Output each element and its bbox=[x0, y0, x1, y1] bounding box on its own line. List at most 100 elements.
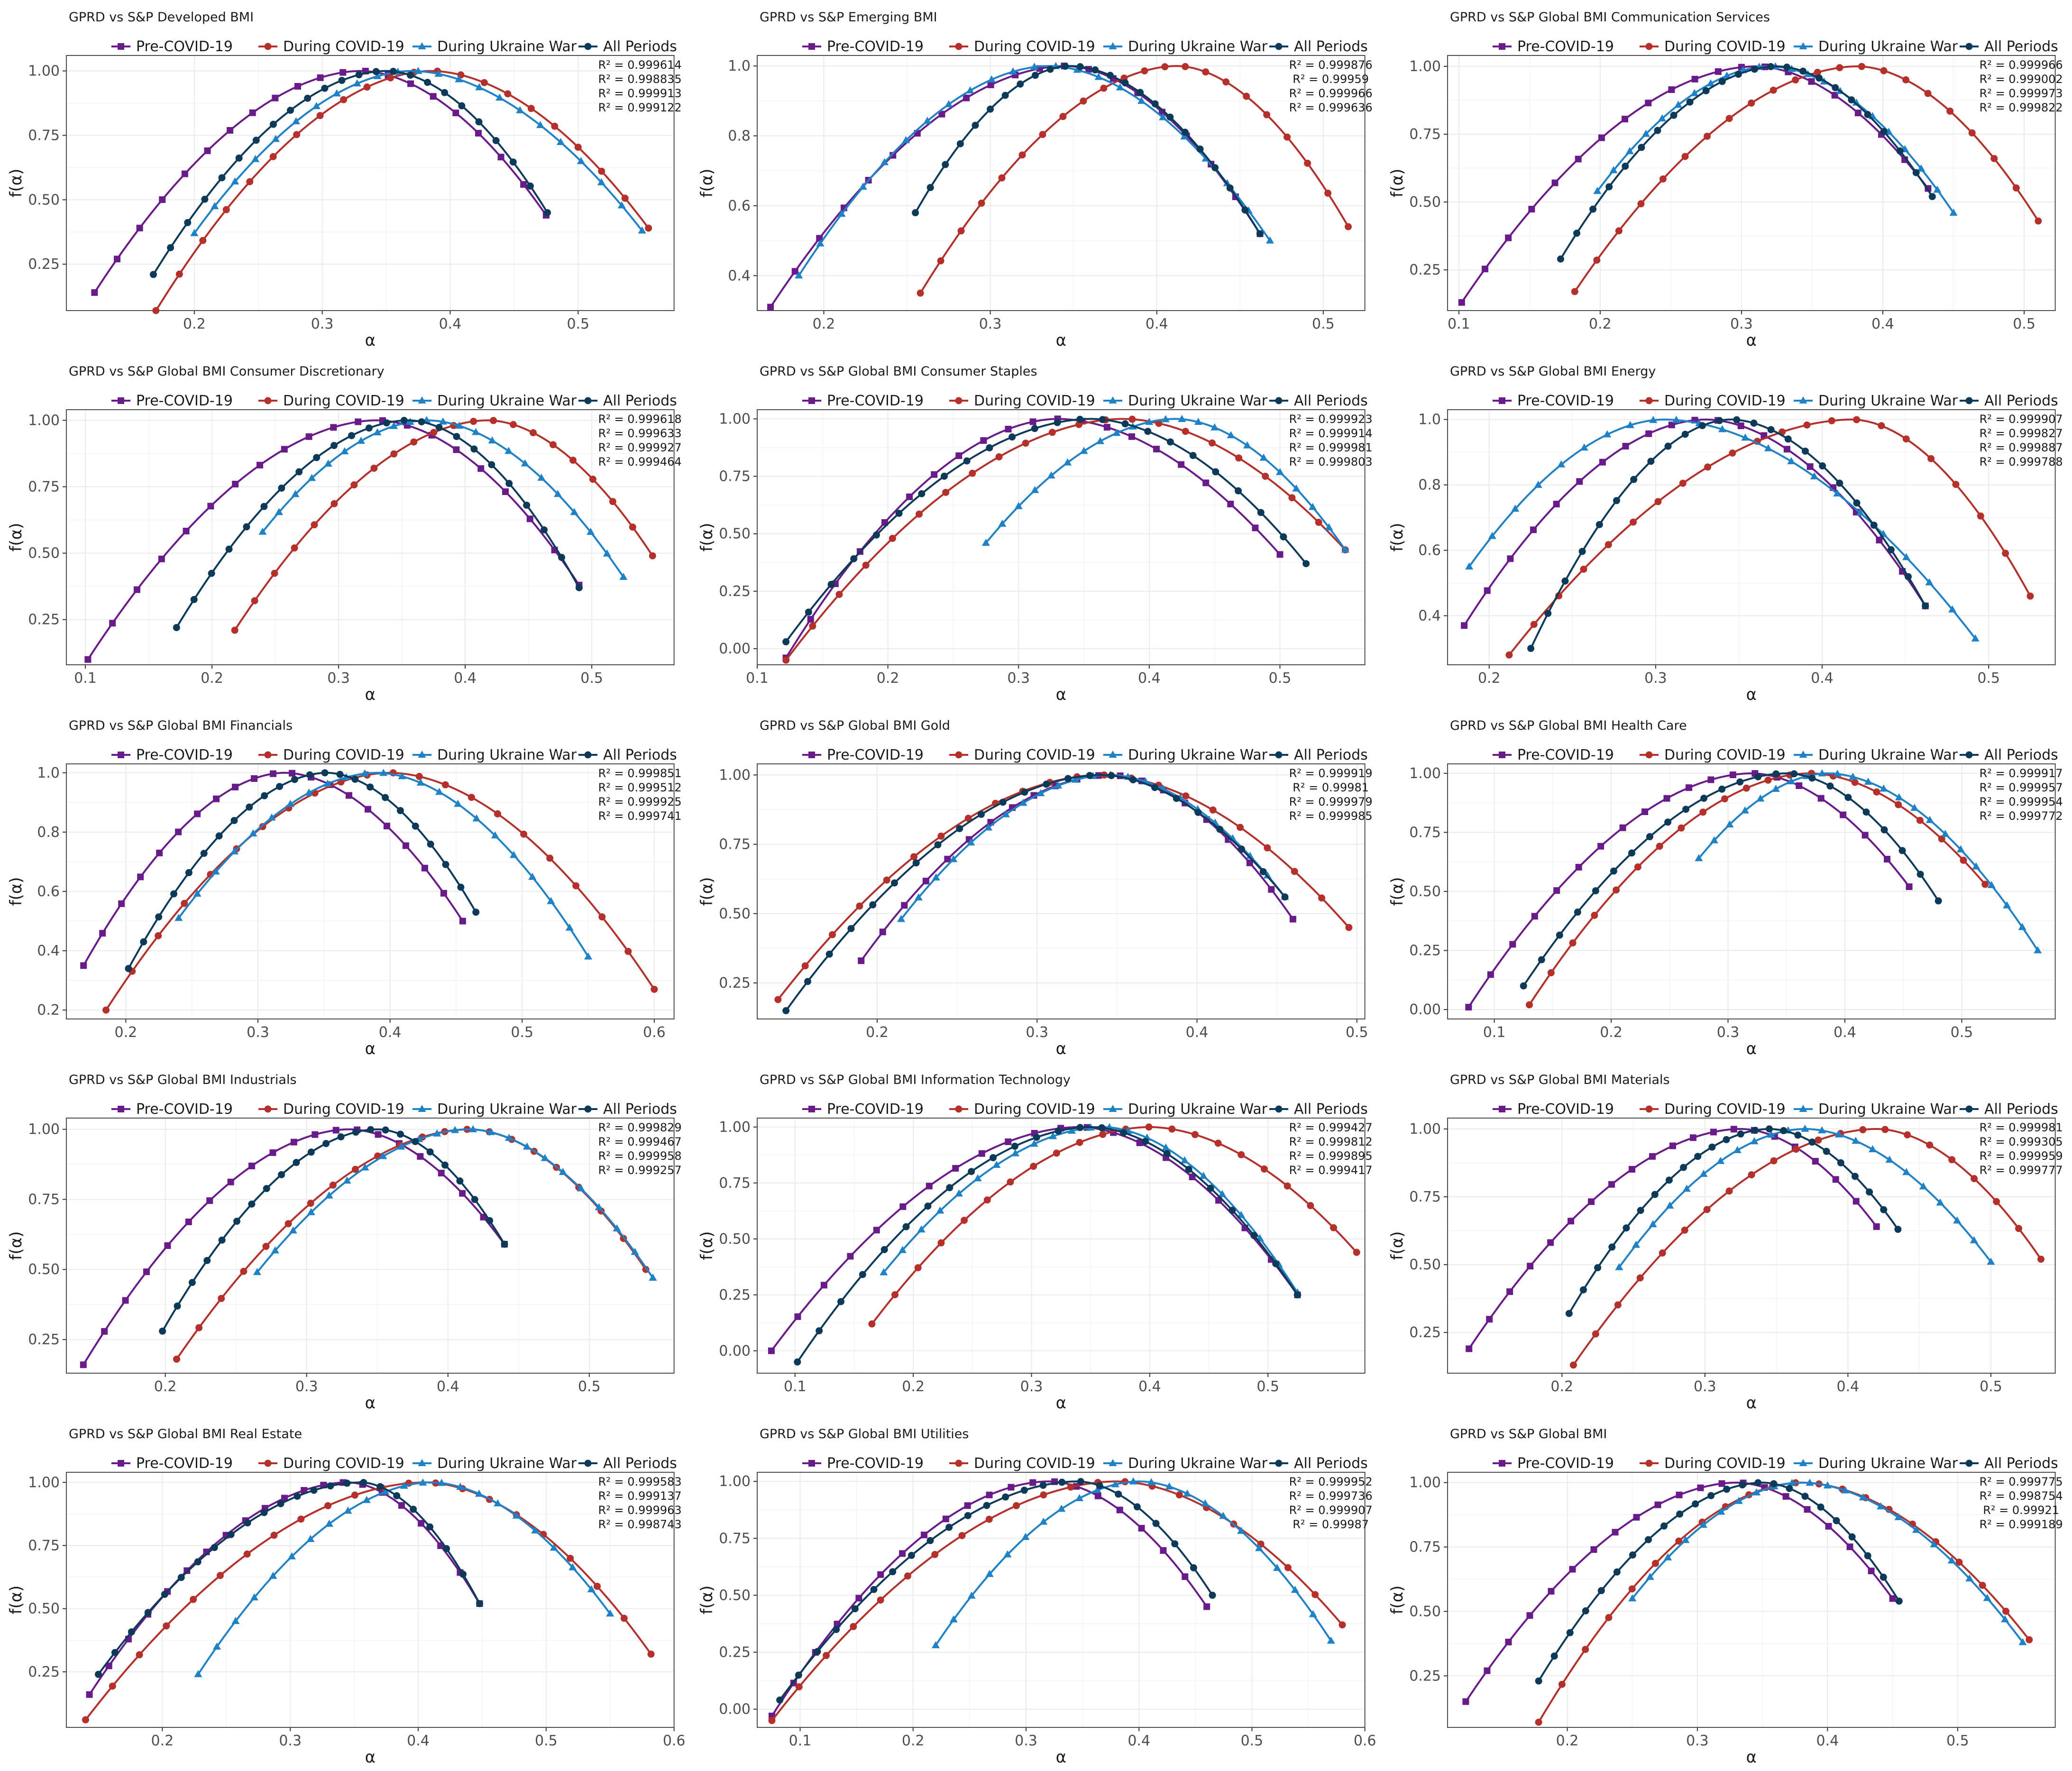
series-all-periods-point bbox=[351, 775, 359, 783]
series-all-periods-point bbox=[847, 925, 855, 932]
series-during-ukraine-war-point bbox=[1073, 65, 1082, 73]
series-all-periods bbox=[94, 1479, 484, 1678]
series-all-periods-point bbox=[291, 776, 298, 783]
r2-value: R² = 0.999741 bbox=[598, 809, 682, 823]
chart-gprd-vs-s-p-global-bmi-utilities: GPRD vs S&P Global BMI UtilitiesPre-COVI… bbox=[697, 1427, 1376, 1767]
series-during-covid-19-point bbox=[1659, 1249, 1667, 1257]
series-during-ukraine-war-point bbox=[2018, 1638, 2027, 1645]
series-pre-covid-19-point bbox=[289, 770, 296, 777]
series-pre-covid-19-point bbox=[294, 83, 301, 90]
series-all-periods-point bbox=[956, 140, 964, 147]
series-pre-covid-19-point bbox=[1840, 811, 1847, 818]
legend-during-covid-19-point bbox=[955, 1105, 963, 1113]
series-during-ukraine-war-point bbox=[1895, 793, 1904, 800]
legend-item-during-ukraine-war: During Ukraine War bbox=[1794, 393, 1958, 409]
tick-label-x: 0.4 bbox=[1811, 670, 1834, 687]
series-during-covid-19-point bbox=[1201, 68, 1209, 76]
series-all-periods-point bbox=[1864, 111, 1871, 119]
series-during-covid-19-point bbox=[387, 74, 394, 82]
legend-all-periods-point bbox=[1275, 1459, 1283, 1467]
series-pre-covid-19-point bbox=[1530, 526, 1537, 533]
series-all-periods-point bbox=[1897, 147, 1904, 155]
series-during-covid-19-point bbox=[1168, 1125, 1175, 1133]
series-all-periods-point bbox=[1664, 818, 1672, 826]
series-all-periods-point bbox=[1061, 63, 1069, 70]
series-all-periods-point bbox=[304, 94, 312, 102]
series-all-periods-point bbox=[1144, 428, 1151, 435]
series-during-covid-19-point bbox=[1637, 1274, 1644, 1282]
series-during-covid-19-point bbox=[136, 1651, 143, 1659]
legend-label: Pre-COVID-19 bbox=[827, 1101, 924, 1118]
series-all-periods-point bbox=[815, 1327, 823, 1335]
tick-label-y: 0.8 bbox=[728, 128, 751, 145]
legend: Pre-COVID-19 During COVID-19 During Ukrain… bbox=[111, 1101, 677, 1118]
series-all-periods-point bbox=[955, 825, 963, 832]
series-all-periods-point bbox=[1708, 1143, 1716, 1151]
series-pre-covid-19-point bbox=[270, 770, 277, 777]
series-all-periods-point bbox=[544, 209, 551, 216]
series-pre-covid-19-point bbox=[926, 1183, 933, 1190]
chart-gprd-vs-s-p-global-bmi-health-care: GPRD vs S&P Global BMI Health CarePre-CO… bbox=[1388, 718, 2063, 1058]
series-pre-covid-19 bbox=[1462, 1479, 1896, 1705]
chart-title: GPRD vs S&P Global BMI Materials bbox=[1450, 1073, 1670, 1087]
series-all-periods-point bbox=[263, 1185, 270, 1193]
series-during-covid-19-point bbox=[1895, 801, 1902, 808]
series-during-ukraine-war-point bbox=[565, 923, 574, 931]
series-all-periods-point bbox=[389, 68, 397, 75]
legend-all-periods-point bbox=[1965, 1105, 1973, 1113]
series-all-periods-point bbox=[244, 1519, 251, 1527]
series-during-ukraine-war-point bbox=[1710, 836, 1719, 844]
series-pre-covid-19-point bbox=[791, 268, 798, 275]
tick-label-x: 0.5 bbox=[1951, 1024, 1973, 1041]
chart-gprd-vs-s-p-global-bmi-communication-services: GPRD vs S&P Global BMI Communication Ser… bbox=[1388, 10, 2063, 350]
series-during-ukraine-war bbox=[194, 1478, 614, 1678]
series-pre-covid-19-point bbox=[305, 433, 312, 440]
series-during-ukraine-war-point bbox=[1628, 1594, 1637, 1602]
series-all-periods-point bbox=[1802, 447, 1809, 455]
series-during-ukraine-war-point bbox=[390, 422, 398, 429]
series-all-periods-point bbox=[233, 1218, 240, 1225]
series-all-periods-point bbox=[185, 869, 193, 876]
series-during-ukraine-war-point bbox=[981, 539, 990, 546]
series-during-covid-19-point bbox=[822, 1652, 830, 1659]
series-during-ukraine-war-point bbox=[516, 106, 524, 113]
y-axis-label: f(α) bbox=[7, 523, 26, 552]
series-pre-covid-19-point bbox=[963, 94, 970, 101]
series-during-covid-19-point bbox=[856, 902, 863, 910]
legend-label: All Periods bbox=[1984, 1101, 2058, 1118]
legend-label: Pre-COVID-19 bbox=[136, 1455, 233, 1472]
tick-label-x: 0.2 bbox=[876, 670, 899, 687]
series-all-periods-point bbox=[1099, 416, 1106, 423]
series-pre-covid-19-point bbox=[398, 1502, 405, 1509]
series-pre-covid-19-point bbox=[898, 1550, 906, 1557]
legend-all-periods-point bbox=[1965, 397, 1973, 404]
series-all-periods-point bbox=[1544, 610, 1552, 617]
series-during-ukraine-war-point bbox=[1674, 101, 1683, 108]
series-pre-covid-19-point bbox=[301, 1487, 308, 1494]
series-during-ukraine-war-point bbox=[487, 1128, 495, 1135]
series-during-covid-19-point bbox=[1659, 175, 1667, 183]
series-during-covid-19-point bbox=[1214, 1139, 1222, 1147]
legend: Pre-COVID-19 During COVID-19 During Ukrain… bbox=[1493, 1455, 2058, 1472]
series-all-periods-point bbox=[1216, 826, 1223, 833]
series-all-periods-point bbox=[963, 457, 971, 465]
series-pre-covid-19-point bbox=[980, 437, 987, 444]
series-during-ukraine-war-point bbox=[344, 1506, 352, 1514]
tick-label-y: 0.25 bbox=[28, 612, 60, 628]
legend-during-covid-19-point bbox=[1645, 1105, 1653, 1113]
tick-label-x: 0.3 bbox=[327, 670, 350, 687]
y-axis-label: f(α) bbox=[697, 1586, 716, 1615]
plot-area: 0.2 0.3 0.4 0.50.250.500.751.00 R² = 0.99991… bbox=[719, 763, 1372, 1041]
series-pre-covid-19-point bbox=[767, 303, 774, 311]
series-during-ukraine-war-point bbox=[1593, 187, 1602, 194]
legend-item-during-ukraine-war: During Ukraine War bbox=[1103, 1455, 1267, 1472]
series-all-periods-point bbox=[926, 184, 934, 192]
legend-during-covid-19-point bbox=[955, 1459, 963, 1467]
series-pre-covid-19-point bbox=[1796, 782, 1803, 789]
series-all-periods-point bbox=[1021, 789, 1028, 796]
series-during-covid-19-point bbox=[621, 194, 629, 202]
series-pre-covid-19-point bbox=[1697, 1484, 1704, 1491]
series-pre-covid-19-point bbox=[1569, 1566, 1576, 1573]
series-all-periods-point bbox=[125, 965, 132, 973]
y-axis-label: f(α) bbox=[697, 169, 716, 198]
